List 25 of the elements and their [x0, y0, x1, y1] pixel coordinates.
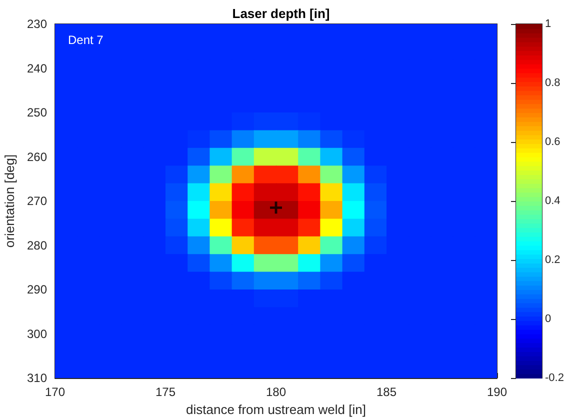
y-tick-label: 300	[26, 326, 48, 341]
y-tick-label: 260	[26, 150, 48, 164]
chart-title: Laser depth [in]	[232, 6, 330, 21]
color-bar-label: 0.2	[545, 254, 560, 266]
y-tick-label: 290	[26, 282, 48, 296]
y-tick-label: 230	[26, 17, 48, 31]
color-bar-label: 1	[545, 18, 552, 30]
color-bar-label: 0.4	[545, 195, 560, 207]
x-tick-label: 180	[266, 385, 286, 399]
x-axis-title: distance from ustream weld [in]	[186, 402, 366, 417]
color-bar-label: 0	[545, 313, 552, 325]
x-tick-label: 185	[376, 385, 397, 399]
y-tick-label: 240	[26, 61, 48, 76]
color-bar-label: 0.8	[545, 77, 560, 89]
y-tick-label: 270	[26, 194, 48, 208]
x-tick-label: 170	[44, 385, 66, 399]
color-bar-label: -0.2	[545, 372, 564, 384]
x-tick-label: 190	[486, 385, 508, 399]
y-axis-title: orientation [deg]	[2, 154, 18, 248]
y-tick-label: 250	[26, 106, 48, 120]
y-tick-label: 280	[26, 238, 48, 252]
annotation: Dent 7	[68, 33, 104, 47]
y-tick-label: 310	[26, 371, 48, 385]
color-bar-label: 0.6	[545, 136, 560, 148]
x-tick-label: 175	[155, 385, 176, 399]
